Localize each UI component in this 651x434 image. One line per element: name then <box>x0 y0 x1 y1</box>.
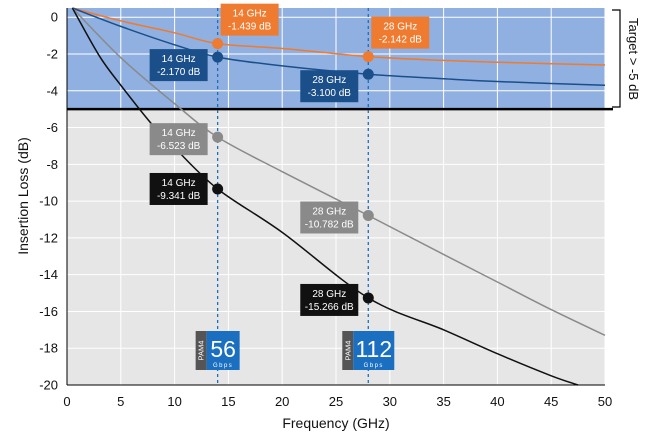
series-line <box>72 7 606 66</box>
data-point <box>212 38 224 50</box>
series-line <box>71 7 606 337</box>
x-tick-label: 50 <box>598 394 612 409</box>
y-tick-label: -18 <box>39 341 58 356</box>
y-tick-labels: 0 -2 -4 -6 -8 -10 -12 -14 -16 -18 -20 <box>39 10 58 393</box>
data-point <box>212 131 224 143</box>
badge-unit: Gbps <box>364 363 384 369</box>
x-tick-label: 30 <box>383 394 397 409</box>
y-tick-label: -4 <box>46 83 58 98</box>
data-label-box <box>300 201 359 234</box>
x-tick-labels: 0 5 10 15 20 25 30 35 40 45 50 <box>63 394 612 409</box>
y-tick-label: -10 <box>39 194 58 209</box>
data-label-frequency: 14 GHz <box>162 128 196 139</box>
data-label-box <box>149 123 208 156</box>
data-label-value: -6.523 dB <box>157 141 201 152</box>
data-label-frequency: 28 GHz <box>312 289 346 300</box>
data-point <box>362 51 374 63</box>
data-point <box>362 292 374 304</box>
data-label-box <box>149 172 208 205</box>
x-tick-label: 35 <box>436 394 450 409</box>
badge-value: 56 <box>210 336 236 362</box>
x-axis-label: Frequency (GHz) <box>282 415 389 431</box>
y-tick-label: -2 <box>46 46 58 61</box>
badge-body <box>353 331 395 370</box>
data-point <box>362 209 374 221</box>
y-tick-label: 0 <box>51 10 58 25</box>
series-line <box>71 7 579 386</box>
x-tick-label: 45 <box>544 394 558 409</box>
series-lines <box>71 7 606 386</box>
x-tick-label: 0 <box>63 394 70 409</box>
x-tick-label: 20 <box>275 394 289 409</box>
data-label-box <box>300 283 359 316</box>
y-tick-label: -6 <box>46 120 58 135</box>
data-label-value: -1.439 dB <box>228 22 272 33</box>
x-tick-label: 5 <box>117 394 124 409</box>
data-label-value: -3.100 dB <box>308 88 352 99</box>
data-label-frequency: 14 GHz <box>162 54 196 65</box>
x-tick-label: 15 <box>221 394 235 409</box>
data-label-frequency: 28 GHz <box>312 75 346 86</box>
y-tick-label: -20 <box>39 378 58 393</box>
data-label-box <box>371 16 430 49</box>
data-point <box>362 68 374 80</box>
series-line <box>72 7 606 86</box>
data-point <box>212 183 224 195</box>
y-tick-label: -14 <box>39 267 58 282</box>
x-tick-label: 40 <box>490 394 504 409</box>
data-label-value: -2.142 dB <box>379 35 423 46</box>
data-label-value: -9.341 dB <box>157 191 201 202</box>
data-label-value: -10.782 dB <box>305 219 354 230</box>
x-tick-label: 10 <box>167 394 181 409</box>
data-label-frequency: 14 GHz <box>162 178 196 189</box>
data-label-value: -2.170 dB <box>157 67 201 78</box>
data-label-frequency: 28 GHz <box>383 22 417 33</box>
y-tick-label: -12 <box>39 230 58 245</box>
badge-tag <box>342 331 354 370</box>
badge-tag <box>195 331 207 370</box>
data-labels: 14 GHz -1.439 dB 28 GHz -2.142 dB 14 GHz -2.1… <box>149 3 430 316</box>
data-label-frequency: 14 GHz <box>233 9 267 20</box>
y-tick-label: -8 <box>46 157 58 172</box>
data-points <box>212 38 374 304</box>
data-label-frequency: 28 GHz <box>312 206 346 217</box>
target-label: Target > -5 dB <box>626 18 641 100</box>
data-label-box <box>220 3 279 36</box>
badge-body <box>206 331 240 370</box>
badge-value: 112 <box>355 336 392 362</box>
target-bracket <box>612 9 621 108</box>
data-label-value: -15.266 dB <box>305 302 354 313</box>
y-tick-label: -16 <box>39 304 58 319</box>
badge-unit: Gbps <box>213 363 233 369</box>
badge-tag-label: PAM4 <box>343 341 352 361</box>
y-axis-label: Insertion Loss (dB) <box>15 137 31 255</box>
data-point <box>212 51 224 63</box>
data-label-box <box>149 49 208 82</box>
badge-tag-label: PAM4 <box>197 341 206 361</box>
data-label-box <box>300 70 359 103</box>
x-tick-label: 25 <box>329 394 343 409</box>
